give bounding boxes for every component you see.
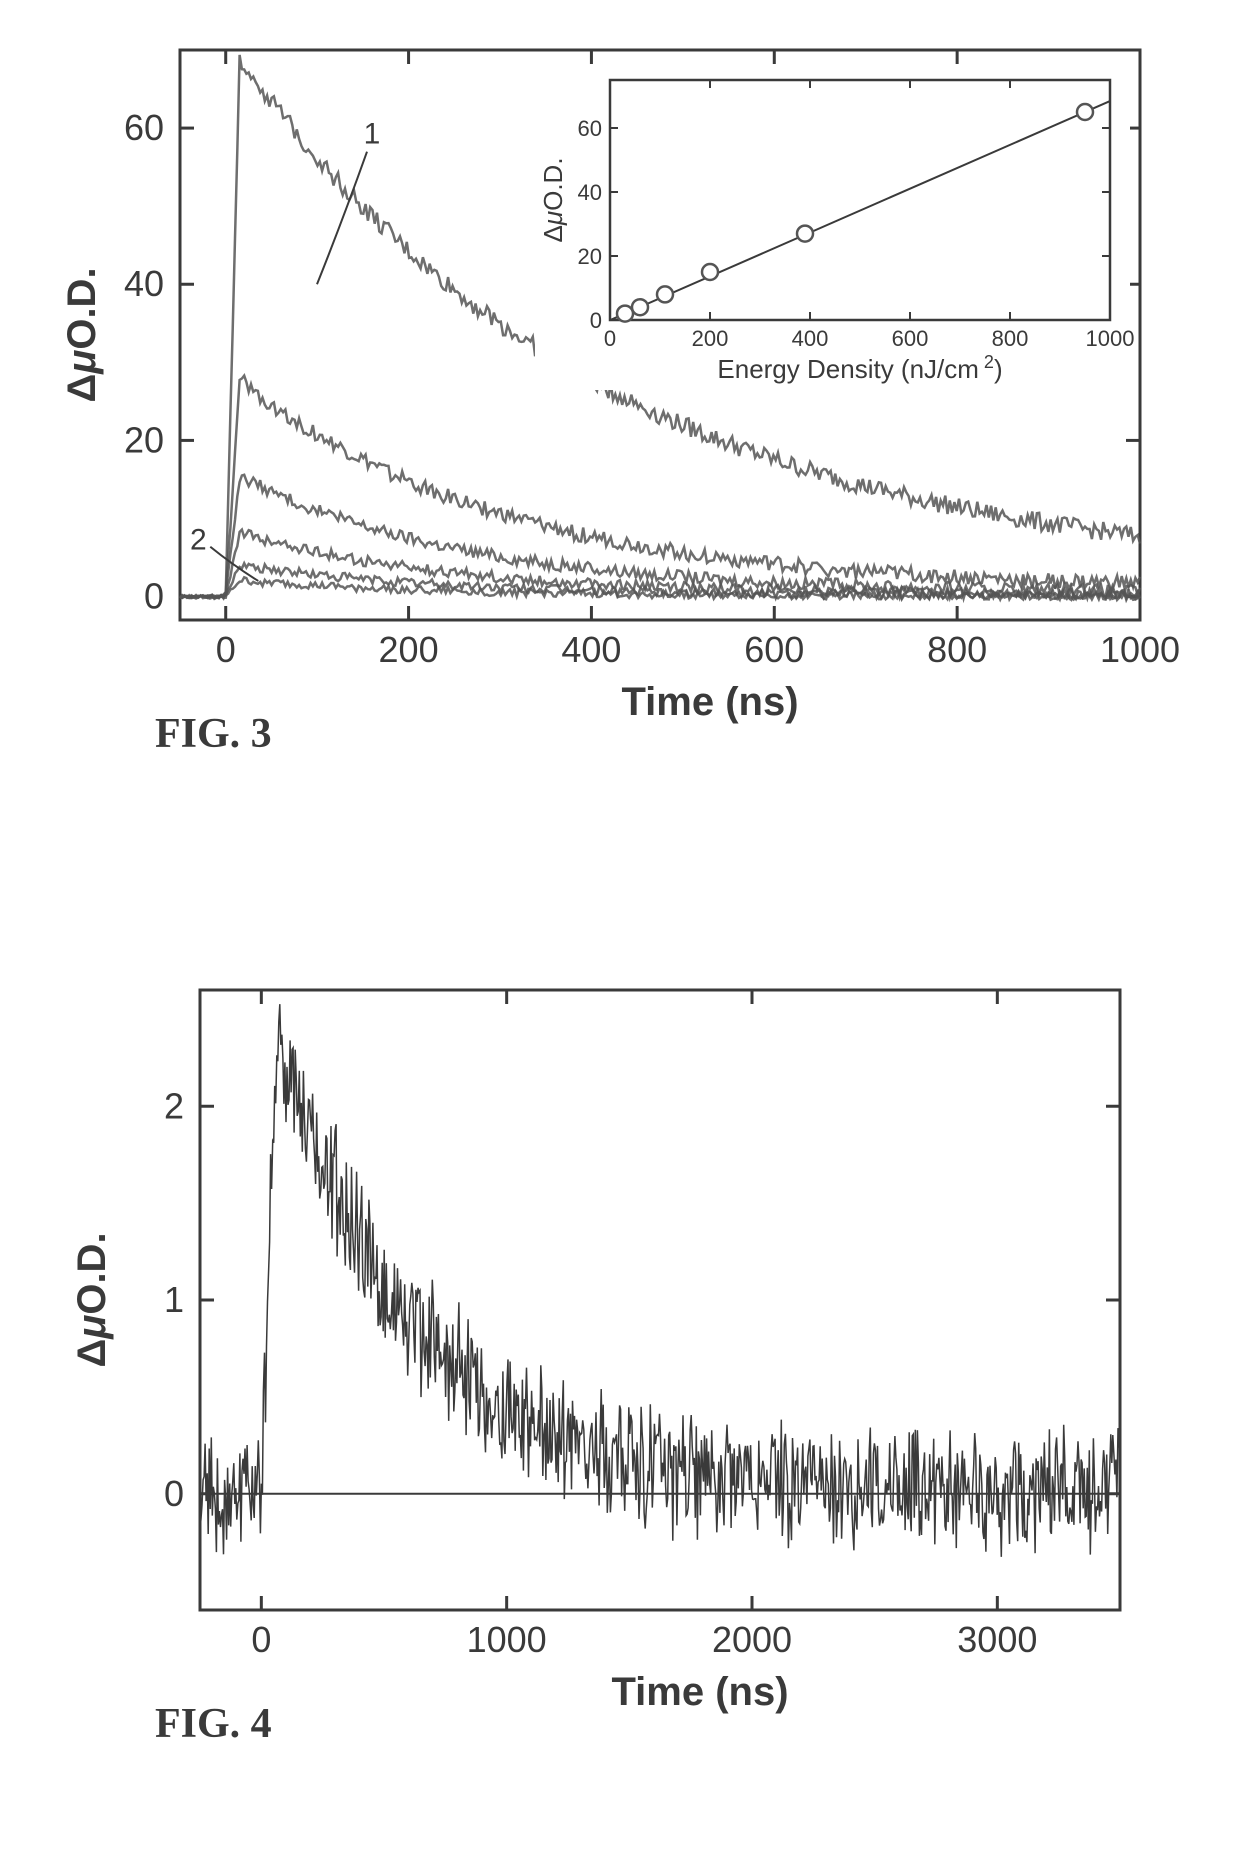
svg-text:Energy Density (nJ/cm 2): Energy Density (nJ/cm 2)	[717, 352, 1002, 384]
svg-text:0: 0	[164, 1473, 184, 1514]
svg-text:0: 0	[251, 1619, 271, 1660]
svg-text:60: 60	[578, 116, 602, 141]
svg-text:40: 40	[578, 180, 602, 205]
fig3-label: FIG. 3	[155, 710, 272, 758]
svg-text:600: 600	[744, 629, 804, 670]
figure-3: 020040060080010000204060Time (ns)ΔμO.D.1…	[40, 20, 1200, 800]
fig4-label: FIG. 4	[155, 1700, 272, 1748]
svg-text:2: 2	[190, 524, 207, 557]
svg-text:Time (ns): Time (ns)	[621, 680, 798, 724]
svg-text:Time (ns): Time (ns)	[611, 1670, 788, 1714]
svg-text:400: 400	[561, 629, 621, 670]
svg-text:0: 0	[216, 629, 236, 670]
svg-text:1000: 1000	[1086, 326, 1135, 351]
svg-text:20: 20	[578, 244, 602, 269]
svg-text:800: 800	[992, 326, 1029, 351]
svg-text:40: 40	[124, 263, 164, 304]
svg-text:400: 400	[792, 326, 829, 351]
svg-text:20: 20	[124, 419, 164, 460]
svg-text:60: 60	[124, 107, 164, 148]
svg-text:0: 0	[590, 308, 602, 333]
svg-text:2: 2	[164, 1085, 184, 1126]
svg-text:3000: 3000	[957, 1619, 1037, 1660]
svg-text:800: 800	[927, 629, 987, 670]
svg-text:600: 600	[892, 326, 929, 351]
svg-text:1: 1	[164, 1279, 184, 1320]
svg-text:0: 0	[144, 576, 164, 617]
svg-text:0: 0	[604, 326, 616, 351]
svg-text:200: 200	[379, 629, 439, 670]
fig4-chart: 0 1000 2000 3000 0 1 2 Time (ns) ΔμO.D.	[40, 960, 1200, 1730]
svg-text:2000: 2000	[712, 1619, 792, 1660]
svg-text:ΔμO.D.: ΔμO.D.	[60, 267, 104, 402]
fig3-chart: 020040060080010000204060Time (ns)ΔμO.D.1…	[40, 20, 1200, 740]
svg-text:1000: 1000	[1100, 629, 1180, 670]
svg-text:1000: 1000	[467, 1619, 547, 1660]
svg-text:200: 200	[692, 326, 729, 351]
svg-text:ΔμO.D.: ΔμO.D.	[538, 157, 568, 242]
figure-4: 0 1000 2000 3000 0 1 2 Time (ns) ΔμO.D. FIG. 4	[40, 960, 1200, 1790]
svg-text:ΔμO.D.: ΔμO.D.	[70, 1232, 114, 1367]
svg-text:1: 1	[364, 118, 381, 151]
